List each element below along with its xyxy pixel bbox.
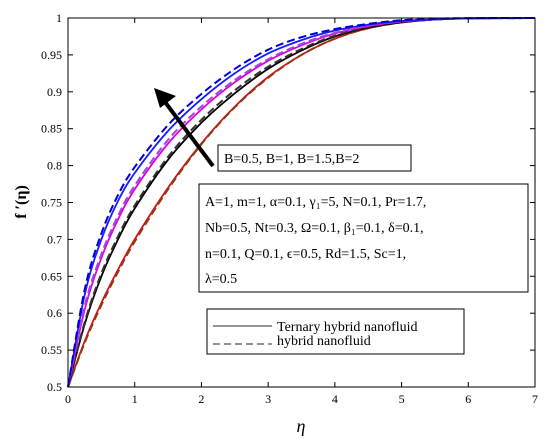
y-tick-label: 0.65 [41, 269, 62, 283]
x-tick-label: 0 [65, 392, 71, 406]
params-line-4: λ=0.5 [205, 272, 237, 287]
legend-box [206, 308, 465, 355]
series-line-hybrid-2 [67, 17, 536, 388]
x-tick-label: 5 [399, 392, 405, 406]
x-axis-label: η [297, 416, 306, 436]
x-tick-label: 7 [532, 392, 538, 406]
y-tick-label: 0.75 [41, 196, 62, 210]
legend: Ternary hybrid nanofluid hybrid nanoflui… [206, 308, 465, 355]
y-tick-label: 0.95 [41, 48, 62, 62]
series-line-hybrid-8 [67, 17, 536, 388]
series-line-hybrid-4 [67, 17, 536, 388]
y-axis-label: f ′(η) [13, 185, 30, 219]
y-tick-label: 0.85 [41, 122, 62, 136]
x-tick-label: 4 [332, 392, 338, 406]
x-axis: 0 1 2 3 4 5 6 7 [65, 18, 538, 406]
y-tick-label: 1 [56, 11, 62, 25]
y-tick-label: 0.7 [47, 232, 62, 246]
y-tick-label: 0.6 [47, 306, 62, 320]
y-tick-label: 0.55 [41, 343, 62, 357]
y-tick-label: 0.9 [47, 85, 62, 99]
legend-label-ternary: Ternary hybrid nanofluid [277, 320, 418, 335]
trend-arrowhead [154, 88, 176, 108]
arrow-label: B=0.5, B=1, B=1.5,B=2 [224, 152, 359, 167]
x-tick-label: 6 [465, 392, 471, 406]
x-tick-label: 1 [132, 392, 138, 406]
curves-layer [67, 17, 536, 388]
params-line-1: A=1, m=1, α=0.1, γ₁=5, N=0.1, Pr=1.7, [205, 195, 426, 210]
arrow-label-box [217, 144, 412, 172]
x-tick-label: 3 [265, 392, 271, 406]
y-tick-label: 0.5 [47, 380, 62, 394]
trend-arrow [160, 96, 215, 168]
x-tick-label: 2 [198, 392, 204, 406]
y-axis: 0.5 0.55 0.6 0.65 0.7 0.75 0.8 0.85 0.9 0.95 1 [41, 11, 535, 394]
params-box [198, 183, 529, 293]
params-line-3: n=0.1, Q=0.1, ϵ=0.5, Rd=1.5, Sc=1, [205, 247, 406, 262]
params-line-2: Nb=0.5, Nt=0.3, Ω=0.1, β₁=0.1, δ=0.1, [205, 221, 424, 236]
legend-label-hybrid: hybrid nanofluid [277, 334, 371, 349]
y-tick-label: 0.8 [47, 159, 62, 173]
